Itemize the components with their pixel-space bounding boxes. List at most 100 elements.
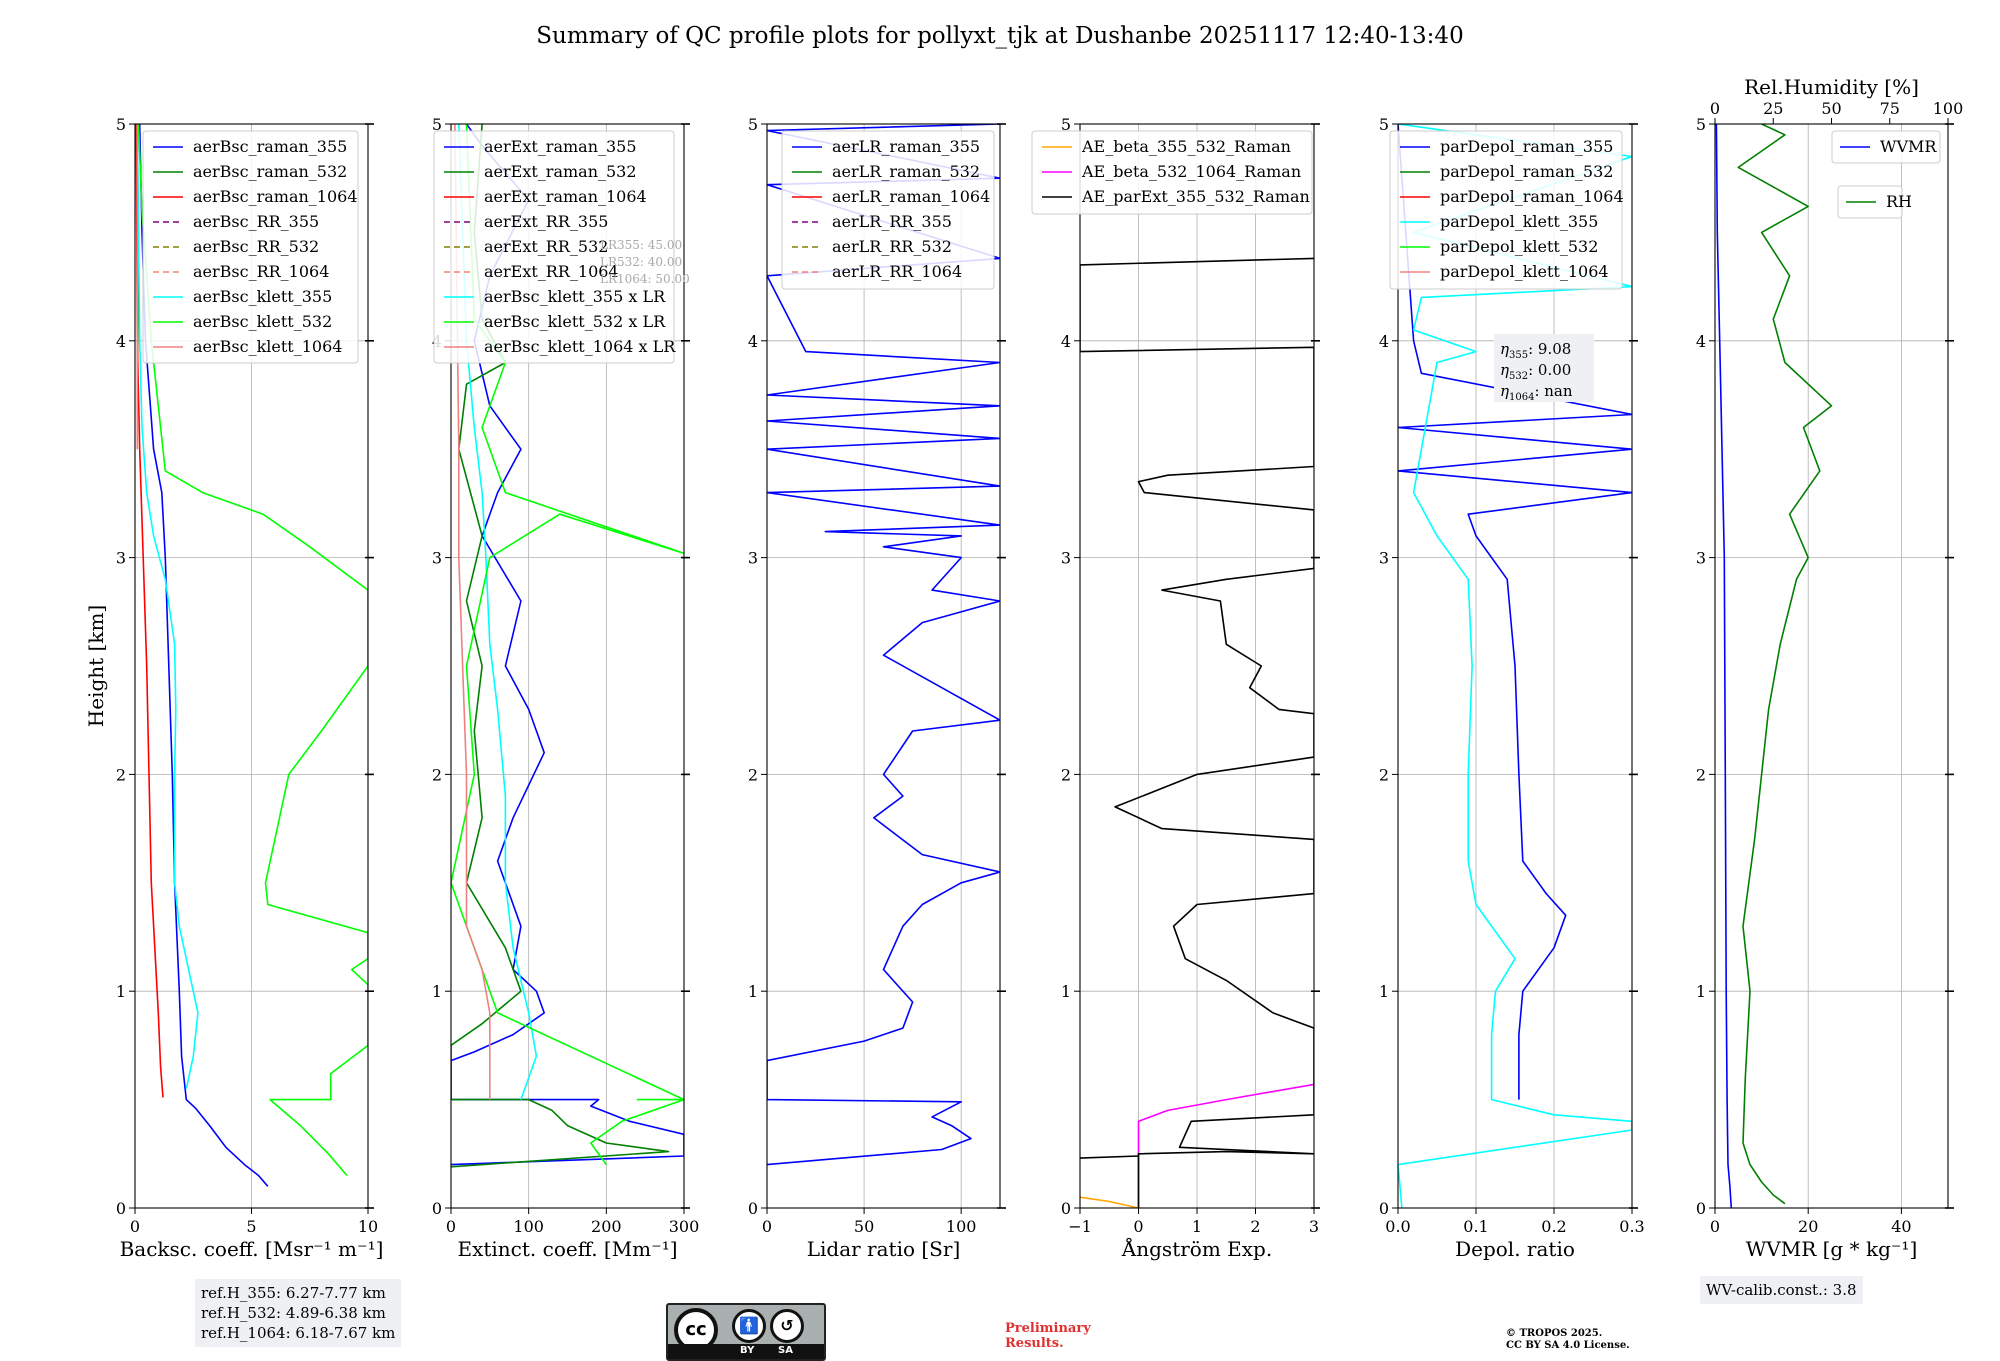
y-tick-label: 4 xyxy=(116,332,126,351)
ref-height-1064: ref.H_1064: 6.18-7.67 km xyxy=(201,1324,396,1342)
axes-frame xyxy=(1397,123,1633,1209)
series-line-aerbsc-klett-1064-x-lr xyxy=(454,124,491,1100)
legend-box xyxy=(1389,130,1623,290)
legend-label: aerBsc_klett_1064 x LR xyxy=(484,337,676,356)
legend-label: aerExt_RR_1064 xyxy=(484,262,619,281)
x-tick-label: 0 xyxy=(1710,1217,1720,1236)
x-axis-label: Lidar ratio [Sr] xyxy=(807,1237,961,1261)
legend-box xyxy=(142,130,359,364)
series-line-rh xyxy=(1737,124,1833,1205)
preliminary-note: Preliminary Results. xyxy=(1005,1321,1091,1351)
license-sa-label: SA xyxy=(778,1345,793,1356)
top-x-tick-label: 0 xyxy=(1710,99,1720,118)
x-tick-label: −1 xyxy=(1068,1217,1092,1236)
legend-box xyxy=(433,130,675,364)
legend-label: aerLR_RR_355 xyxy=(832,212,952,231)
legend-label: aerBsc_RR_355 xyxy=(193,212,319,231)
x-tick-label: 40 xyxy=(1891,1217,1911,1236)
y-tick-label: 2 xyxy=(116,765,126,784)
top-x-tick-label: 50 xyxy=(1821,99,1841,118)
x-tick-label: 0.1 xyxy=(1463,1217,1488,1236)
x-tick-label: 3 xyxy=(1309,1217,1319,1236)
eta-label: η532: 0.00 xyxy=(1500,361,1571,382)
y-tick-label: 5 xyxy=(748,115,758,134)
y-tick-label: 2 xyxy=(1379,765,1389,784)
legend-label: aerBsc_raman_532 xyxy=(193,162,347,181)
license-bar: BY SA xyxy=(668,1344,824,1359)
legend-box xyxy=(1831,130,1941,164)
x-tick-label: 1 xyxy=(1192,1217,1202,1236)
top-x-axis-label: Rel.Humidity [%] xyxy=(1744,75,1919,99)
y-tick-label: 3 xyxy=(116,549,126,568)
legend-label: aerExt_raman_355 xyxy=(484,137,637,156)
wv-calibration-constant: WV-calib.const.: 3.8 xyxy=(1706,1281,1857,1299)
series-line-pardepol-klett-355 xyxy=(1398,124,1632,1208)
x-axis-label: Ångström Exp. xyxy=(1121,1236,1272,1261)
y-tick-label: 0 xyxy=(1379,1199,1389,1218)
legend-label: aerExt_RR_532 xyxy=(484,237,608,256)
x-axis-label: Extinct. coeff. [Mm⁻¹] xyxy=(457,1237,677,1261)
axes-frame xyxy=(766,123,1001,1209)
series-line-aerbsc-klett-355 xyxy=(136,124,199,1089)
top-x-tick-label: 25 xyxy=(1763,99,1783,118)
wv-calibration-box: WV-calib.const.: 3.8 xyxy=(1700,1276,1863,1304)
panel-ext: 0100200300012345Extinct. coeff. [Mm⁻¹]ae… xyxy=(432,115,699,1261)
legend-box xyxy=(1031,130,1313,215)
ref-height-355: ref.H_355: 6.27-7.77 km xyxy=(201,1284,386,1302)
legend-label: parDepol_klett_355 xyxy=(1440,212,1598,231)
x-tick-label: 0.3 xyxy=(1619,1217,1644,1236)
x-tick-label: 20 xyxy=(1798,1217,1818,1236)
series-line-ae-beta-355-532-raman xyxy=(1080,1196,1139,1208)
series-line-aerbsc-klett-532-x-lr xyxy=(451,124,684,1166)
by-attribution-icon: 🚹 xyxy=(732,1309,766,1343)
y-tick-label: 2 xyxy=(748,765,758,784)
x-tick-label: 0 xyxy=(130,1217,140,1236)
copyright-line-1: © TROPOS 2025. xyxy=(1506,1328,1603,1339)
y-tick-label: 3 xyxy=(1379,549,1389,568)
y-tick-label: 1 xyxy=(1061,982,1071,1001)
y-tick-label: 3 xyxy=(432,549,442,568)
legend-label: RH xyxy=(1886,192,1912,211)
series-line-wvmr xyxy=(1715,124,1733,1208)
x-tick-label: 0.0 xyxy=(1385,1217,1410,1236)
lr-value-label: LR532: 40.00 xyxy=(600,255,682,269)
eta-label: η1064: nan xyxy=(1500,382,1573,403)
x-axis-label: Backsc. coeff. [Msr⁻¹ m⁻¹] xyxy=(120,1237,384,1261)
y-tick-label: 0 xyxy=(748,1199,758,1218)
copyright-line-2: CC BY SA 4.0 License. xyxy=(1506,1340,1630,1351)
y-tick-label: 2 xyxy=(432,765,442,784)
ref-height-532: ref.H_532: 4.89-6.38 km xyxy=(201,1304,386,1322)
series-line-aerlr-raman-355 xyxy=(767,124,1000,1166)
x-tick-label: 10 xyxy=(358,1217,378,1236)
series-group xyxy=(1715,124,1833,1208)
legend-label: aerExt_raman_532 xyxy=(484,162,637,181)
axes-frame xyxy=(1714,123,1949,1209)
x-tick-label: 100 xyxy=(946,1217,977,1236)
legend-label: aerBsc_raman_1064 xyxy=(193,187,358,206)
sa-share-alike-icon: ↺ xyxy=(770,1309,804,1343)
x-tick-label: 0 xyxy=(762,1217,772,1236)
top-x-tick-label: 75 xyxy=(1880,99,1900,118)
legend-label: aerBsc_RR_532 xyxy=(193,237,319,256)
legend-label: aerBsc_klett_1064 xyxy=(193,337,342,356)
legend-label: parDepol_raman_1064 xyxy=(1440,187,1624,206)
legend-label: aerLR_RR_1064 xyxy=(832,262,962,281)
y-tick-label: 1 xyxy=(116,982,126,1001)
series-line-aerext-raman-355 xyxy=(451,124,684,1166)
x-axis-label: WVMR [g * kg⁻¹] xyxy=(1746,1237,1918,1261)
series-line-aerbsc-raman-355 xyxy=(138,124,269,1187)
y-tick-label: 0 xyxy=(1061,1199,1071,1218)
legend-box xyxy=(781,130,995,290)
x-tick-label: 200 xyxy=(591,1217,622,1236)
legend-label: aerBsc_klett_355 x LR xyxy=(484,287,666,306)
y-tick-label: 4 xyxy=(748,332,758,351)
x-tick-label: 0 xyxy=(1133,1217,1143,1236)
legend-label: AE_parExt_355_532_Raman xyxy=(1081,187,1310,206)
legend-label: aerBsc_raman_355 xyxy=(193,137,347,156)
legend-label: parDepol_raman_355 xyxy=(1440,137,1613,156)
y-tick-label: 2 xyxy=(1696,765,1706,784)
x-tick-label: 0 xyxy=(446,1217,456,1236)
y-tick-label: 3 xyxy=(748,549,758,568)
